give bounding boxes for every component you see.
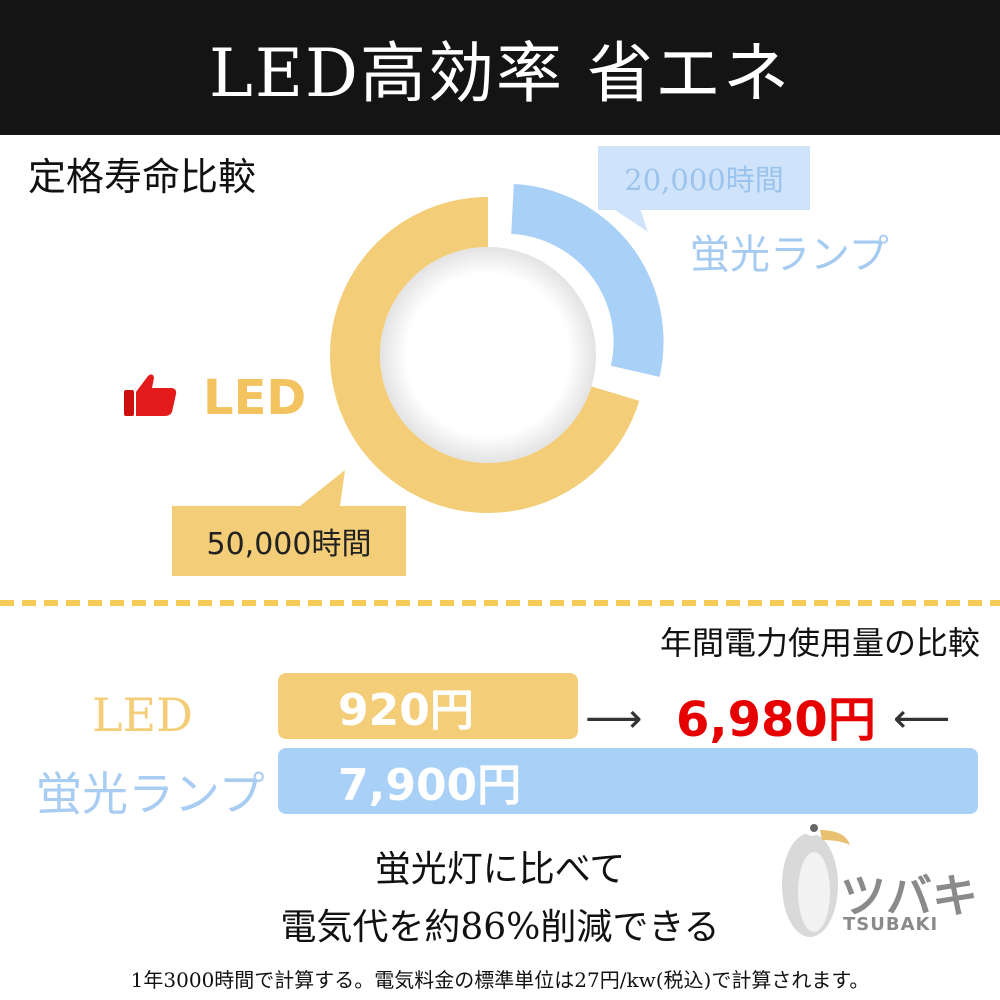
penguin-logo-icon [770,800,850,944]
donut-hole [380,247,596,463]
logo-text-jp: ツバキ [840,869,978,923]
fluorescent-power-bar: 7,900円 [278,748,978,814]
logo-text-en: TSUBAKI [843,914,939,935]
lifespan-section-title: 定格寿命比較 [28,155,257,199]
fluorescent-row-label: 蛍光ランプ [36,767,265,821]
page-title: LED高効率 省エネ [209,34,791,112]
led-lifespan-value: 50,000時間 [206,527,372,562]
power-section-title: 年間電力使用量の比較 [659,624,980,662]
lifespan-donut-chart [300,183,664,513]
led-lifespan-bubble: 50,000時間 [172,506,406,576]
donut-slice-fluorescent [511,183,664,377]
led-row-label: LED [92,688,194,742]
fluor-bubble-tail [612,208,648,232]
led-power-value: 920円 [338,685,474,736]
savings-amount: 6,980円 [676,692,876,748]
led-power-bar: 920円 [278,673,578,739]
thumbs-up-icon [122,372,178,422]
led-bubble-tail [300,470,345,506]
fluorescent-lifespan-label: 蛍光ランプ [690,232,889,278]
header-bar: LED高効率 省エネ [0,0,1000,135]
message-line-1: 蛍光灯に比べて [374,849,626,890]
led-lifespan-label: LED [203,370,307,426]
donut-slice-led [330,197,640,513]
footnote: 1年3000時間で計算する。電気料金の標準単位は27円/kw(税込)で計算されま… [130,968,870,992]
message-line-2: 電気代を約86%削減できる [280,907,720,948]
fluorescent-lifespan-bubble: 20,000時間 [598,146,810,210]
section-divider [0,600,1000,606]
fluorescent-power-value: 7,900円 [338,760,522,811]
fluorescent-lifespan-value: 20,000時間 [624,163,784,197]
arrow-left-icon: ⟵ [893,696,951,742]
arrow-right-icon: ⟶ [585,696,643,742]
